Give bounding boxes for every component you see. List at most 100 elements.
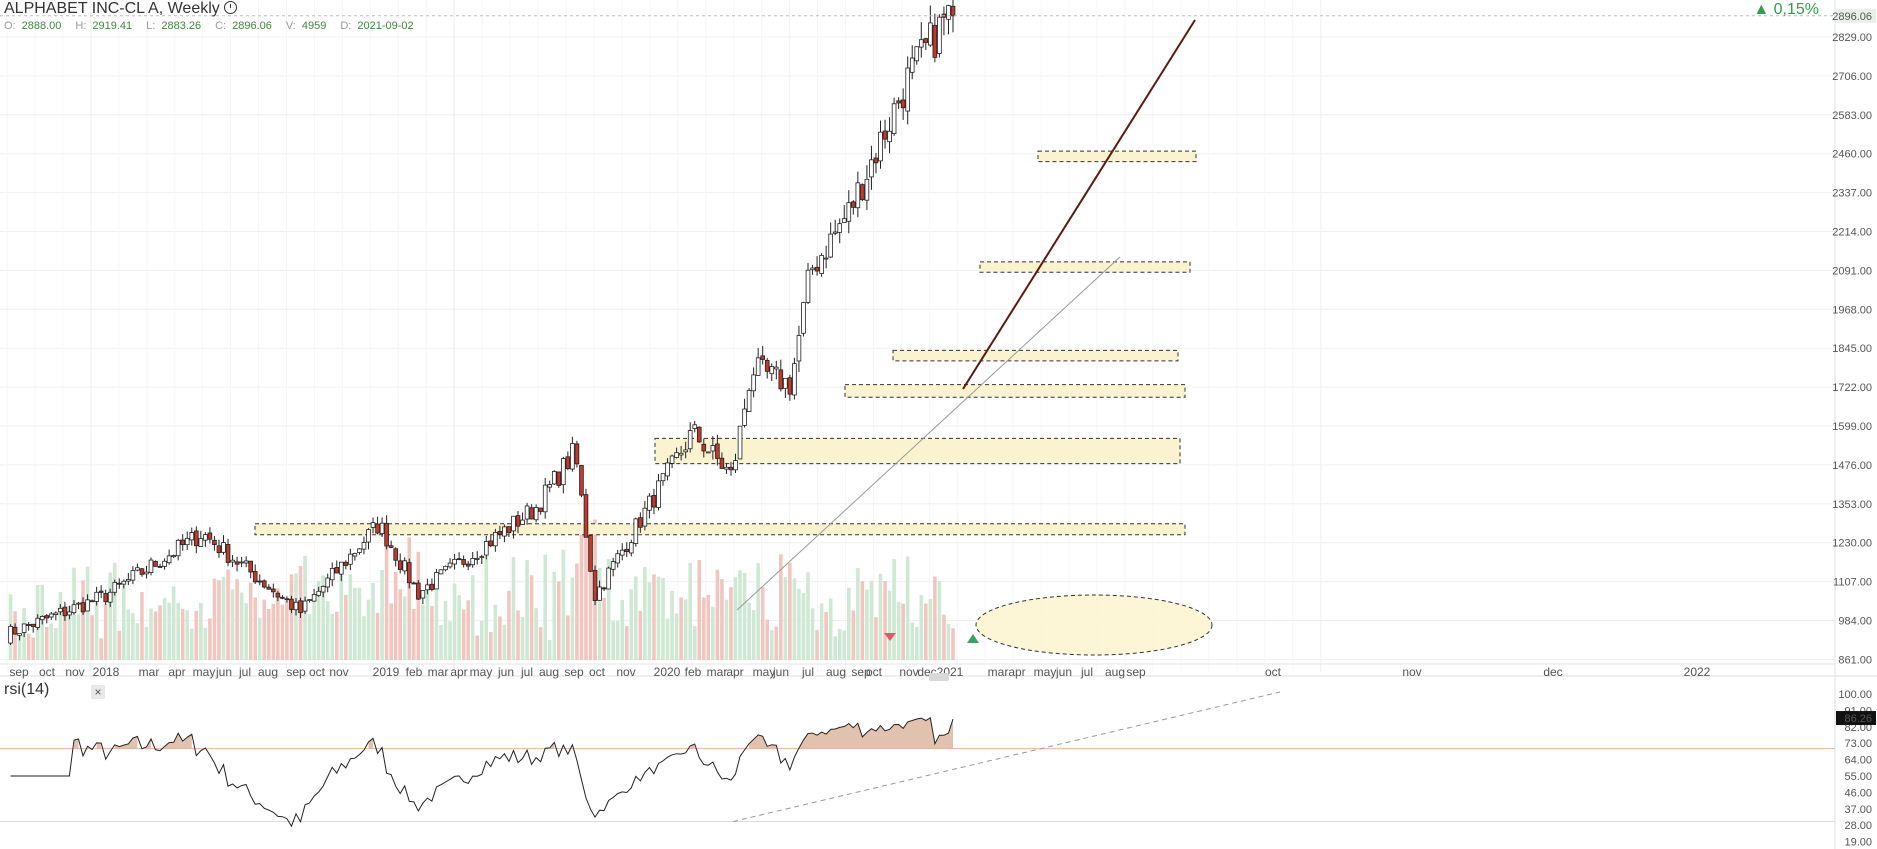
candle-up — [21, 623, 27, 633]
volume-bar — [914, 626, 919, 660]
candle-up — [610, 561, 616, 570]
time-tick-label: apr — [450, 665, 467, 679]
price-change: ▲ 0,15% — [1753, 1, 1819, 18]
candle-up — [619, 549, 625, 556]
close-icon[interactable]: × — [91, 685, 105, 699]
time-tick-label: aug — [539, 665, 559, 679]
volume-bar — [566, 615, 570, 660]
volume-bar — [167, 602, 171, 660]
candle-down — [388, 545, 394, 548]
candle-up — [542, 484, 548, 513]
volume-bar — [54, 628, 58, 660]
candle-down — [565, 456, 571, 470]
volume-bar — [615, 620, 620, 660]
candle-down — [234, 561, 240, 565]
candle-down — [216, 545, 222, 554]
volume-bar — [661, 577, 665, 660]
candle-up — [511, 515, 516, 532]
volume-bar — [792, 578, 797, 660]
volume-bar — [117, 630, 122, 660]
volume-annotation — [975, 594, 1213, 656]
candle-up — [769, 366, 775, 375]
volume-bar — [312, 601, 316, 660]
candle-up — [302, 600, 308, 612]
candle-up — [171, 555, 176, 558]
candle-up — [425, 584, 430, 591]
candle-up — [39, 616, 45, 621]
candle-up — [402, 560, 408, 572]
volume-bar — [819, 603, 824, 660]
price-tick-label: 984.00 — [1838, 616, 1872, 628]
candle-up — [311, 594, 317, 602]
volume-bar — [910, 622, 915, 660]
rsi-overbought-fill — [690, 743, 695, 749]
candle-up — [823, 257, 829, 260]
candle-down — [257, 580, 263, 583]
volume-bar — [180, 609, 185, 660]
ohlc-value: 2021-09-02 — [357, 20, 414, 32]
price-tick-label: 1476.00 — [1832, 460, 1872, 472]
volume-bar — [189, 628, 194, 660]
candle-down — [515, 515, 521, 527]
volume-bar — [276, 588, 280, 660]
candle-up — [678, 452, 684, 456]
volume-bar — [267, 608, 271, 660]
volume-bar — [421, 604, 425, 660]
volume-bar — [643, 567, 647, 660]
time-tick-label: oct — [589, 665, 606, 679]
candles — [8, 0, 956, 646]
rsi-title: rsi(14) — [4, 681, 50, 698]
clock-icon[interactable] — [223, 1, 237, 14]
volume-bar — [543, 554, 548, 660]
volume-bar — [176, 602, 180, 660]
volume-bar — [271, 603, 276, 660]
volume-bar — [516, 610, 520, 660]
candle-down — [153, 561, 158, 567]
volume-bar — [162, 597, 167, 660]
volume-bar — [208, 618, 212, 660]
candle-down — [180, 539, 186, 546]
time-tick-label: may — [193, 665, 216, 679]
candle-up — [71, 604, 77, 613]
candle-up — [520, 519, 525, 525]
candle-down — [80, 602, 86, 613]
volume-bar — [140, 592, 144, 660]
volume-bar — [688, 562, 692, 660]
volume-bar — [552, 571, 557, 660]
volume-bar — [878, 573, 883, 660]
support-zone — [1037, 150, 1197, 163]
time-tick-label: jul — [1080, 665, 1093, 679]
candle-down — [506, 526, 512, 534]
volume-bar — [402, 596, 407, 660]
time-tick-label: mar — [139, 665, 160, 679]
price-tick-label: 1353.00 — [1832, 499, 1872, 511]
volume-bar — [769, 630, 774, 660]
candle-up — [533, 507, 539, 521]
candle-up — [887, 130, 892, 143]
candle-up — [628, 542, 634, 554]
candle-up — [692, 424, 698, 429]
volume-bar — [620, 599, 625, 660]
candle-down — [194, 530, 199, 547]
candle-up — [189, 532, 195, 541]
volume-bar — [285, 600, 289, 660]
volume-bar — [108, 572, 113, 660]
ohlc-key: L: — [146, 20, 156, 32]
price-tick-label: 2091.00 — [1832, 265, 1872, 277]
volume-bar — [842, 630, 847, 660]
time-tick-label: 2018 — [93, 665, 120, 679]
price-panel — [0, 0, 1835, 672]
rsi-tick-label: 73.00 — [1844, 738, 1872, 750]
rsi-tick-label: 64.00 — [1844, 755, 1872, 767]
volume-bar — [85, 566, 90, 660]
candle-up — [551, 471, 557, 485]
time-tick-label: jun — [215, 665, 232, 679]
ohlc-key: V: — [285, 20, 296, 32]
candle-up — [733, 460, 738, 471]
panel-resize-handle — [929, 673, 949, 681]
volume-bar — [556, 581, 561, 660]
volume-bar — [665, 618, 670, 660]
volume-bar — [493, 604, 498, 660]
candle-up — [94, 591, 99, 602]
